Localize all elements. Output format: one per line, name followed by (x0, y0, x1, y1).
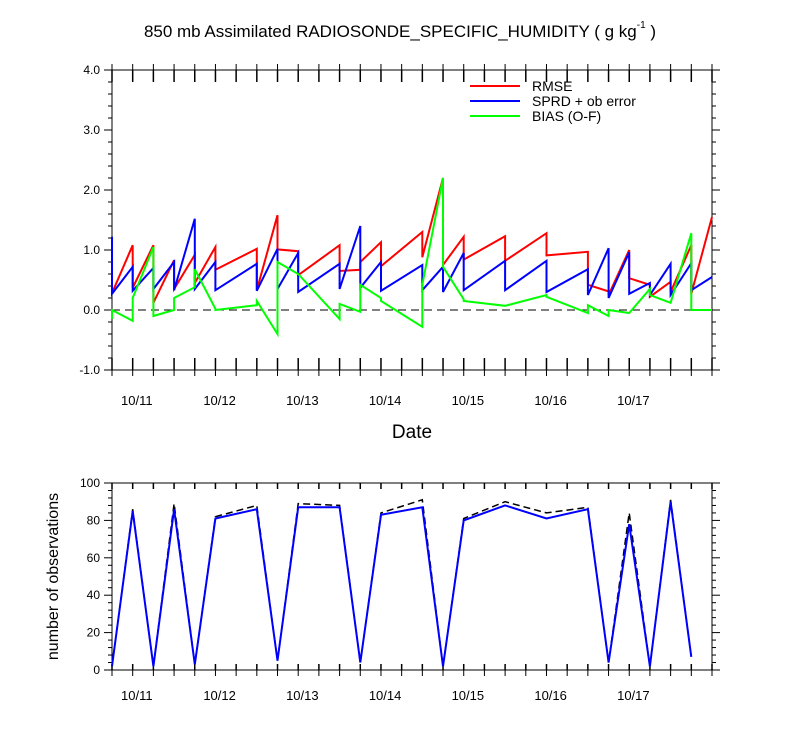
x-tick-label: 10/14 (369, 393, 402, 408)
x-tick-label: 10/13 (286, 393, 319, 408)
x-tick-label: 10/13 (286, 688, 319, 703)
x-axis-label: Date (392, 422, 432, 443)
x-tick-label: 10/11 (121, 688, 153, 703)
x-tick-label: 10/12 (203, 393, 236, 408)
y-tick-label: 20 (87, 626, 101, 640)
chart-title: 850 mb Assimilated RADIOSONDE_SPECIFIC_H… (0, 20, 800, 42)
y-tick-label: 100 (80, 476, 100, 490)
y-tick-label: 2.0 (83, 183, 100, 197)
x-tick-label: 10/16 (534, 688, 567, 703)
legend-label: RMSE (532, 78, 572, 94)
y-tick-label: 1.0 (83, 243, 100, 257)
panel-bottom: 10/11 10/12 10/13 10/14 10/15 10/16 10/17 0 20 40… (45, 476, 720, 703)
x-tick-label: 10/17 (617, 688, 650, 703)
x-tick-label: 10/17 (617, 393, 650, 408)
legend-label: SPRD + ob error (532, 93, 636, 109)
plot-frame-top (111, 69, 713, 371)
x-tick-label: 10/14 (369, 688, 402, 703)
y-tick-label: -1.0 (79, 363, 100, 377)
x-tick-label: 10/12 (203, 688, 236, 703)
chart-title-superscript: -1 (636, 20, 646, 32)
y-axis-label: number of observations (45, 493, 62, 660)
y-tick-label: 60 (87, 551, 101, 565)
chart-title-main: 850 mb Assimilated RADIOSONDE_SPECIFIC_H… (143, 22, 637, 41)
y-tick-label: 3.0 (83, 123, 100, 137)
y-tick-label: 4.0 (83, 63, 100, 77)
y-tick-label: 0 (93, 663, 100, 677)
x-tick-label: 10/15 (452, 688, 485, 703)
y-tick-label: 80 (87, 513, 101, 527)
series-line-observations-used (111, 501, 693, 667)
y-tick-label: 0.0 (83, 303, 100, 317)
x-tick-label: 10/15 (452, 393, 485, 408)
y-tick-label: 40 (87, 588, 101, 602)
series-line-sprd-ob-error (111, 218, 713, 299)
series-line-bias-o-f (111, 177, 712, 338)
x-tick-label: 10/16 (534, 393, 567, 408)
panel-top: 10/11 10/12 10/13 10/14 10/15 10/16 10/17 -1.0 0… (79, 63, 720, 443)
legend-label: BIAS (O-F) (532, 108, 601, 124)
chart-title-suffix: ) (645, 22, 657, 41)
plot-frame-bottom (111, 482, 713, 671)
x-tick-label: 10/11 (121, 393, 153, 408)
